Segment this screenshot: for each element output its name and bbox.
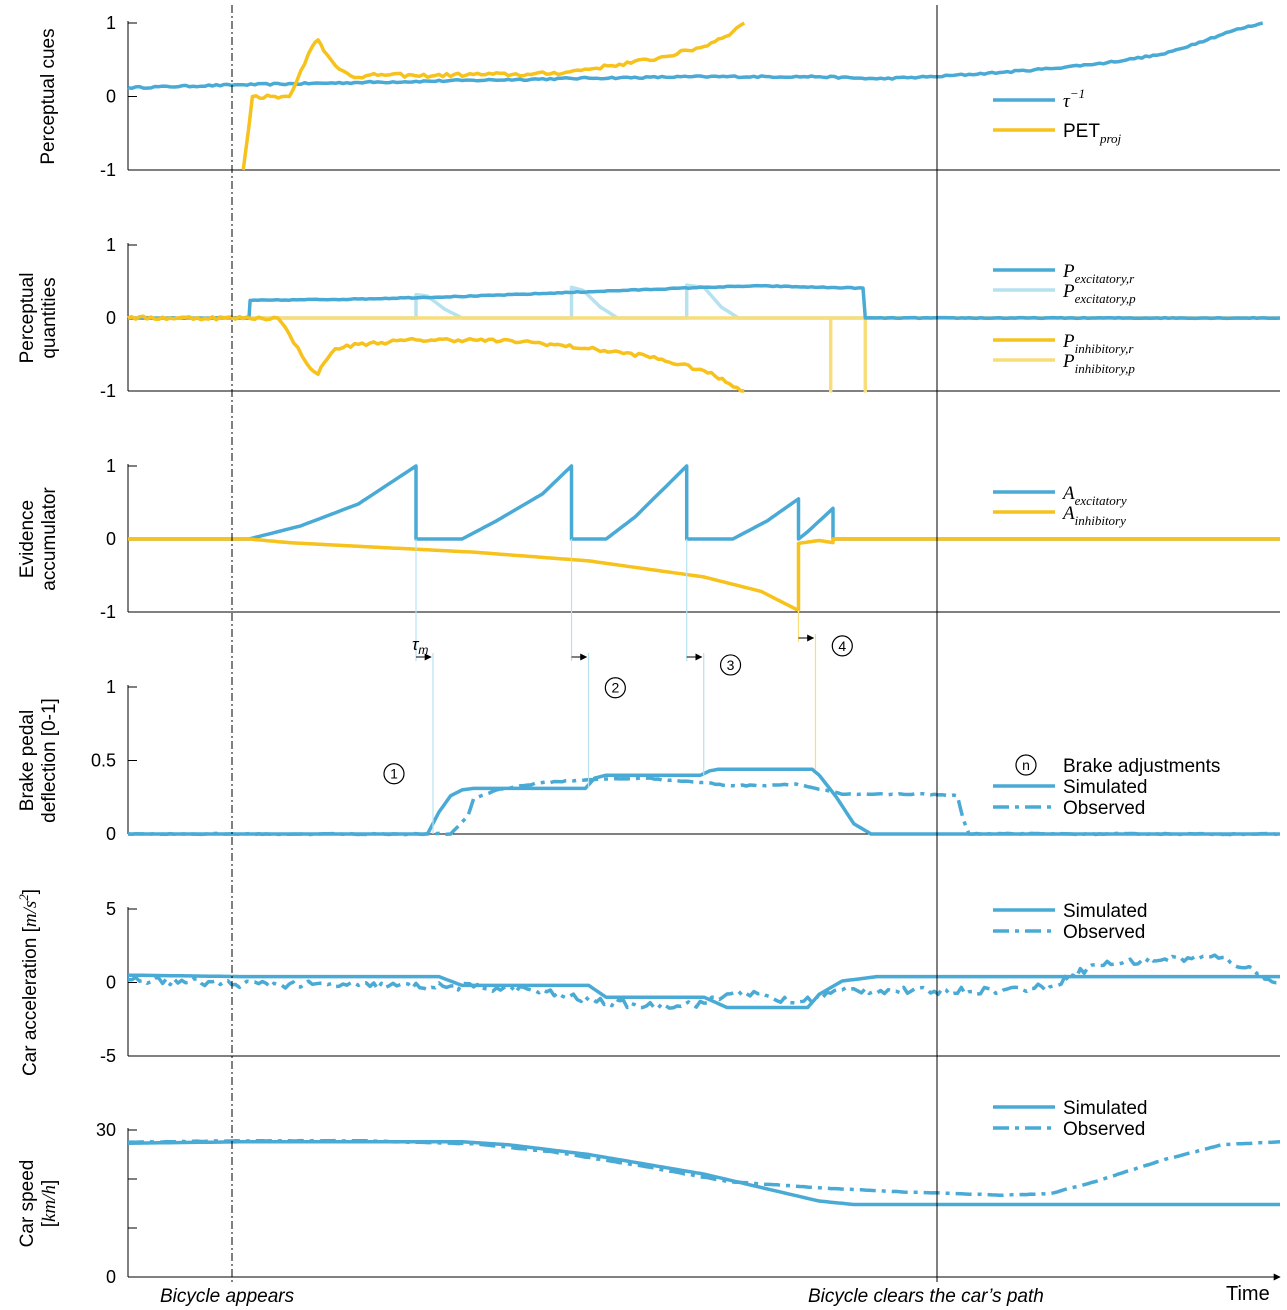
legend-item: Observed xyxy=(993,798,1145,819)
brake-adjustment-number: 1 xyxy=(390,766,398,782)
y-axis-label: Brake pedaldeflection [0-1] xyxy=(17,698,60,823)
y-tick-label: -5 xyxy=(100,1046,116,1066)
brake-adjustment-markers: 1 2 3 4 xyxy=(383,635,853,785)
panel-perceptual-cues: 1 0 -1 Perceptual cues τ−1 PETproj xyxy=(38,13,1280,180)
legend-item: Pexcitatory,p xyxy=(993,281,1136,306)
y-tick-label: 1 xyxy=(106,456,116,476)
y-tick-label: 0 xyxy=(106,973,116,993)
x-axis-label: Time xyxy=(1226,1283,1270,1305)
legend-item: PETproj xyxy=(993,121,1122,146)
series-line-p-inhibitory-r xyxy=(127,314,745,393)
legend-label: Pinhibitory,p xyxy=(1062,351,1135,376)
series-line-a-inhibitory xyxy=(128,537,1280,613)
legend-label: PETproj xyxy=(1063,121,1122,146)
delay-label: τm xyxy=(412,635,428,657)
legend-item: Observed xyxy=(993,922,1145,943)
legend-label: Observed xyxy=(1063,1119,1145,1140)
y-axis-label: Car acceleration [m/s2] xyxy=(16,889,41,1076)
legend-label: Observed xyxy=(1063,922,1145,943)
legend-label: Simulated xyxy=(1063,1098,1148,1119)
series-line-p-excitatory-r xyxy=(127,283,1281,321)
legend-item: Aexcitatory xyxy=(993,483,1127,508)
brake-adjustment-number: 3 xyxy=(727,657,735,673)
legend: τ−1 PETproj xyxy=(993,86,1122,146)
brake-adjustment-circle xyxy=(604,677,626,699)
series-line-observed xyxy=(127,1138,1281,1198)
y-tick-label: 0.5 xyxy=(91,751,116,771)
y-axis-label: Evidenceaccumulator xyxy=(17,487,60,591)
y-tick-label: 5 xyxy=(106,899,116,919)
chart-panels: 1 0 -1 Perceptual cues τ−1 PETproj 1 0 -1 Percept… xyxy=(16,13,1281,1287)
legend-label: τ−1 xyxy=(1063,86,1085,112)
legend-marker-text: n xyxy=(1022,757,1030,773)
y-tick-label: 1 xyxy=(106,235,116,255)
series-line-observed xyxy=(127,953,1281,1011)
panel-evidence-accumulator: 1 0 -1 Evidenceaccumulator AexcitatoryAinhib… xyxy=(17,456,1280,622)
legend-item: Simulated xyxy=(993,901,1148,922)
y-tick-label: 0 xyxy=(106,87,116,107)
legend-item: Pinhibitory,r xyxy=(993,331,1134,356)
legend-marker-symbol xyxy=(1015,754,1037,776)
y-tick-label: 1 xyxy=(106,677,116,697)
legend-item: τ−1 xyxy=(993,86,1085,112)
legend-label: Observed xyxy=(1063,798,1145,819)
panel-car-acceleration: 5 0 -5 Car acceleration [m/s2] SimulatedObse… xyxy=(16,889,1281,1076)
series-line-simulated xyxy=(127,973,1280,1010)
legend-item: Ainhibitory xyxy=(993,503,1126,528)
series-line--1 xyxy=(127,21,1264,91)
event-label-bicycle-clears: Bicycle clears the car’s path xyxy=(808,1286,1044,1307)
y-tick-label: 30 xyxy=(96,1120,116,1140)
legend-label: Ainhibitory xyxy=(1061,503,1126,528)
y-axis-label: Perceptual cues xyxy=(38,28,59,164)
legend-label: Pexcitatory,p xyxy=(1062,281,1136,306)
y-tick-label: -1 xyxy=(100,381,116,401)
brake-adjustment-number: 2 xyxy=(611,680,619,696)
legend-label: Pinhibitory,r xyxy=(1062,331,1134,356)
y-tick-label: 1 xyxy=(106,13,116,33)
y-axis-label: Perceptualquantities xyxy=(17,273,60,364)
legend-item: Pinhibitory,p xyxy=(993,351,1135,376)
legend-label: Simulated xyxy=(1063,777,1148,798)
y-tick-label: 0 xyxy=(106,1267,116,1287)
brake-adjustment-number: 4 xyxy=(838,638,846,654)
legend-label: Aexcitatory xyxy=(1061,483,1127,508)
event-label-bicycle-appears: Bicycle appears xyxy=(160,1286,295,1307)
legend-item: Simulated xyxy=(993,777,1148,798)
legend-item: Pexcitatory,r xyxy=(993,261,1135,286)
y-tick-label: -1 xyxy=(100,160,116,180)
brake-adjustment-circle xyxy=(383,763,405,785)
legend-label: Pexcitatory,r xyxy=(1062,261,1135,286)
panel-perceptual-quantities: 1 0 -1 Perceptualquantities Pexcitatory,rPex… xyxy=(17,235,1281,401)
y-axis-label: Car speed[km/h] xyxy=(17,1160,60,1248)
legend-item: Observed xyxy=(993,1119,1145,1140)
y-tick-label: 0 xyxy=(106,308,116,328)
panel-brake-pedal: 1 0.5 0 Brake pedaldeflection [0-1] n Brake a… xyxy=(17,635,1281,844)
brake-adjustment-circle xyxy=(831,635,853,657)
legend-label: Brake adjustments xyxy=(1063,756,1220,777)
y-tick-label: -1 xyxy=(100,602,116,622)
legend-item: Simulated xyxy=(993,1098,1148,1119)
y-tick-label: 0 xyxy=(106,529,116,549)
annotation-overlay: τm xyxy=(128,5,1281,1282)
series-line-pet-proj xyxy=(241,21,746,171)
legend-label: Simulated xyxy=(1063,901,1148,922)
series-line-simulated xyxy=(128,767,1280,836)
brake-adjustment-circle xyxy=(719,654,742,676)
series-line-simulated xyxy=(128,1140,1280,1207)
y-tick-label: 0 xyxy=(106,824,116,844)
legend-item: n Brake adjustments xyxy=(1015,754,1220,777)
